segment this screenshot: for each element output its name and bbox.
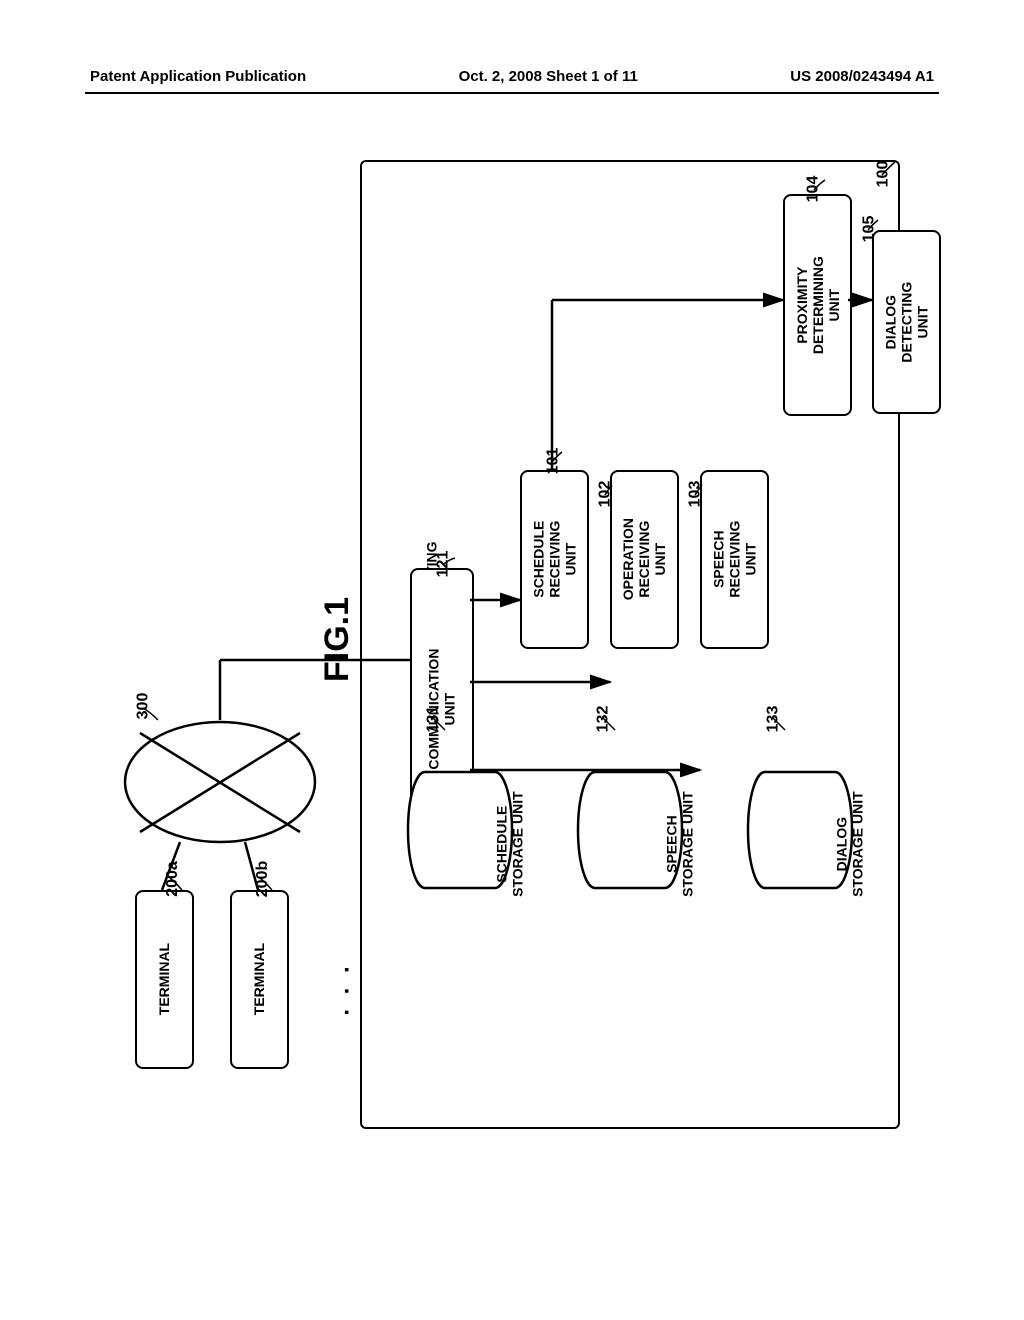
sched-storage-ref-wrap: 131 [420,710,447,728]
terminal-b-label: TERMINAL [251,943,267,1015]
detect-ref: 105 [860,216,878,243]
op-rx-unit: OPERATIONRECEIVINGUNIT [610,470,679,649]
comm-unit-ref-wrap: 121 [430,555,457,573]
header-left: Patent Application Publication [90,68,306,85]
op-rx-ref-wrap: 102 [592,485,619,503]
dialog-storage-ref-wrap: 133 [760,710,787,728]
diagram-canvas: TERMINAL 200a TERMINAL 200b . . . 300 DI… [120,160,900,1180]
device-ref: 100 [874,161,892,188]
device-ref-wrap: 100 [870,165,897,183]
terminal-b: TERMINAL [230,890,289,1069]
prox-unit: PROXIMITYDETERMININGUNIT [783,194,852,416]
dialog-storage-label-wrap: DIALOGSTORAGE UNIT [797,828,903,862]
speech-storage-ref-wrap: 132 [590,710,617,728]
sched-rx-unit: SCHEDULERECEIVINGUNIT [520,470,589,649]
terminal-a-label: TERMINAL [156,943,172,1015]
network-ref: 300 [134,693,152,720]
sched-rx-ref-wrap: 101 [540,452,567,470]
sched-storage-label-wrap: SCHEDULESTORAGE UNIT [457,828,563,862]
prox-ref: 104 [804,176,822,203]
detect-unit: DIALOGDETECTINGUNIT [872,230,941,414]
detect-ref-wrap: 105 [856,220,883,238]
terminal-b-ref-wrap: 200b [245,870,281,888]
network-ellipse [120,715,320,850]
op-rx-ref: 102 [596,481,614,508]
speech-storage-label: SPEECHSTORAGE UNIT [664,791,696,897]
dialog-storage-label: DIALOGSTORAGE UNIT [834,791,866,897]
speech-storage-ref: 132 [594,706,612,733]
speech-rx-unit: SPEECHRECEIVINGUNIT [700,470,769,649]
header-center: Oct. 2, 2008 Sheet 1 of 11 [459,68,638,85]
header-right: US 2008/0243494 A1 [790,68,934,85]
terminal-a-ref: 200a [164,861,182,897]
speech-rx-ref-wrap: 103 [682,485,709,503]
sched-storage-label: SCHEDULESTORAGE UNIT [494,791,526,897]
sched-rx-ref: 101 [544,448,562,475]
dialog-storage-ref: 133 [764,706,782,733]
terminal-b-ref: 200b [254,861,272,897]
speech-rx-ref: 103 [686,481,704,508]
network-ref-wrap: 300 [130,697,157,715]
comm-unit-ref: 121 [434,551,452,578]
prox-ref-wrap: 104 [800,180,827,198]
header-rule [85,92,939,94]
sched-rx-label: SCHEDULERECEIVINGUNIT [530,521,578,598]
op-rx-label: OPERATIONRECEIVINGUNIT [620,518,668,600]
page-header: Patent Application Publication Oct. 2, 2… [0,68,1024,85]
speech-storage-label-wrap: SPEECHSTORAGE UNIT [627,828,733,862]
prox-label: PROXIMITYDETERMININGUNIT [793,256,841,354]
detect-label: DIALOGDETECTINGUNIT [882,282,930,363]
terminal-a: TERMINAL [135,890,194,1069]
sched-storage-ref: 131 [424,706,442,733]
speech-rx-label: SPEECHRECEIVINGUNIT [710,521,758,598]
terminal-a-ref-wrap: 200a [155,870,191,888]
terminal-ellipsis: . . . [328,962,356,1015]
device-title-wrap: DIALOG DETECTINGDEVICE [370,595,395,629]
